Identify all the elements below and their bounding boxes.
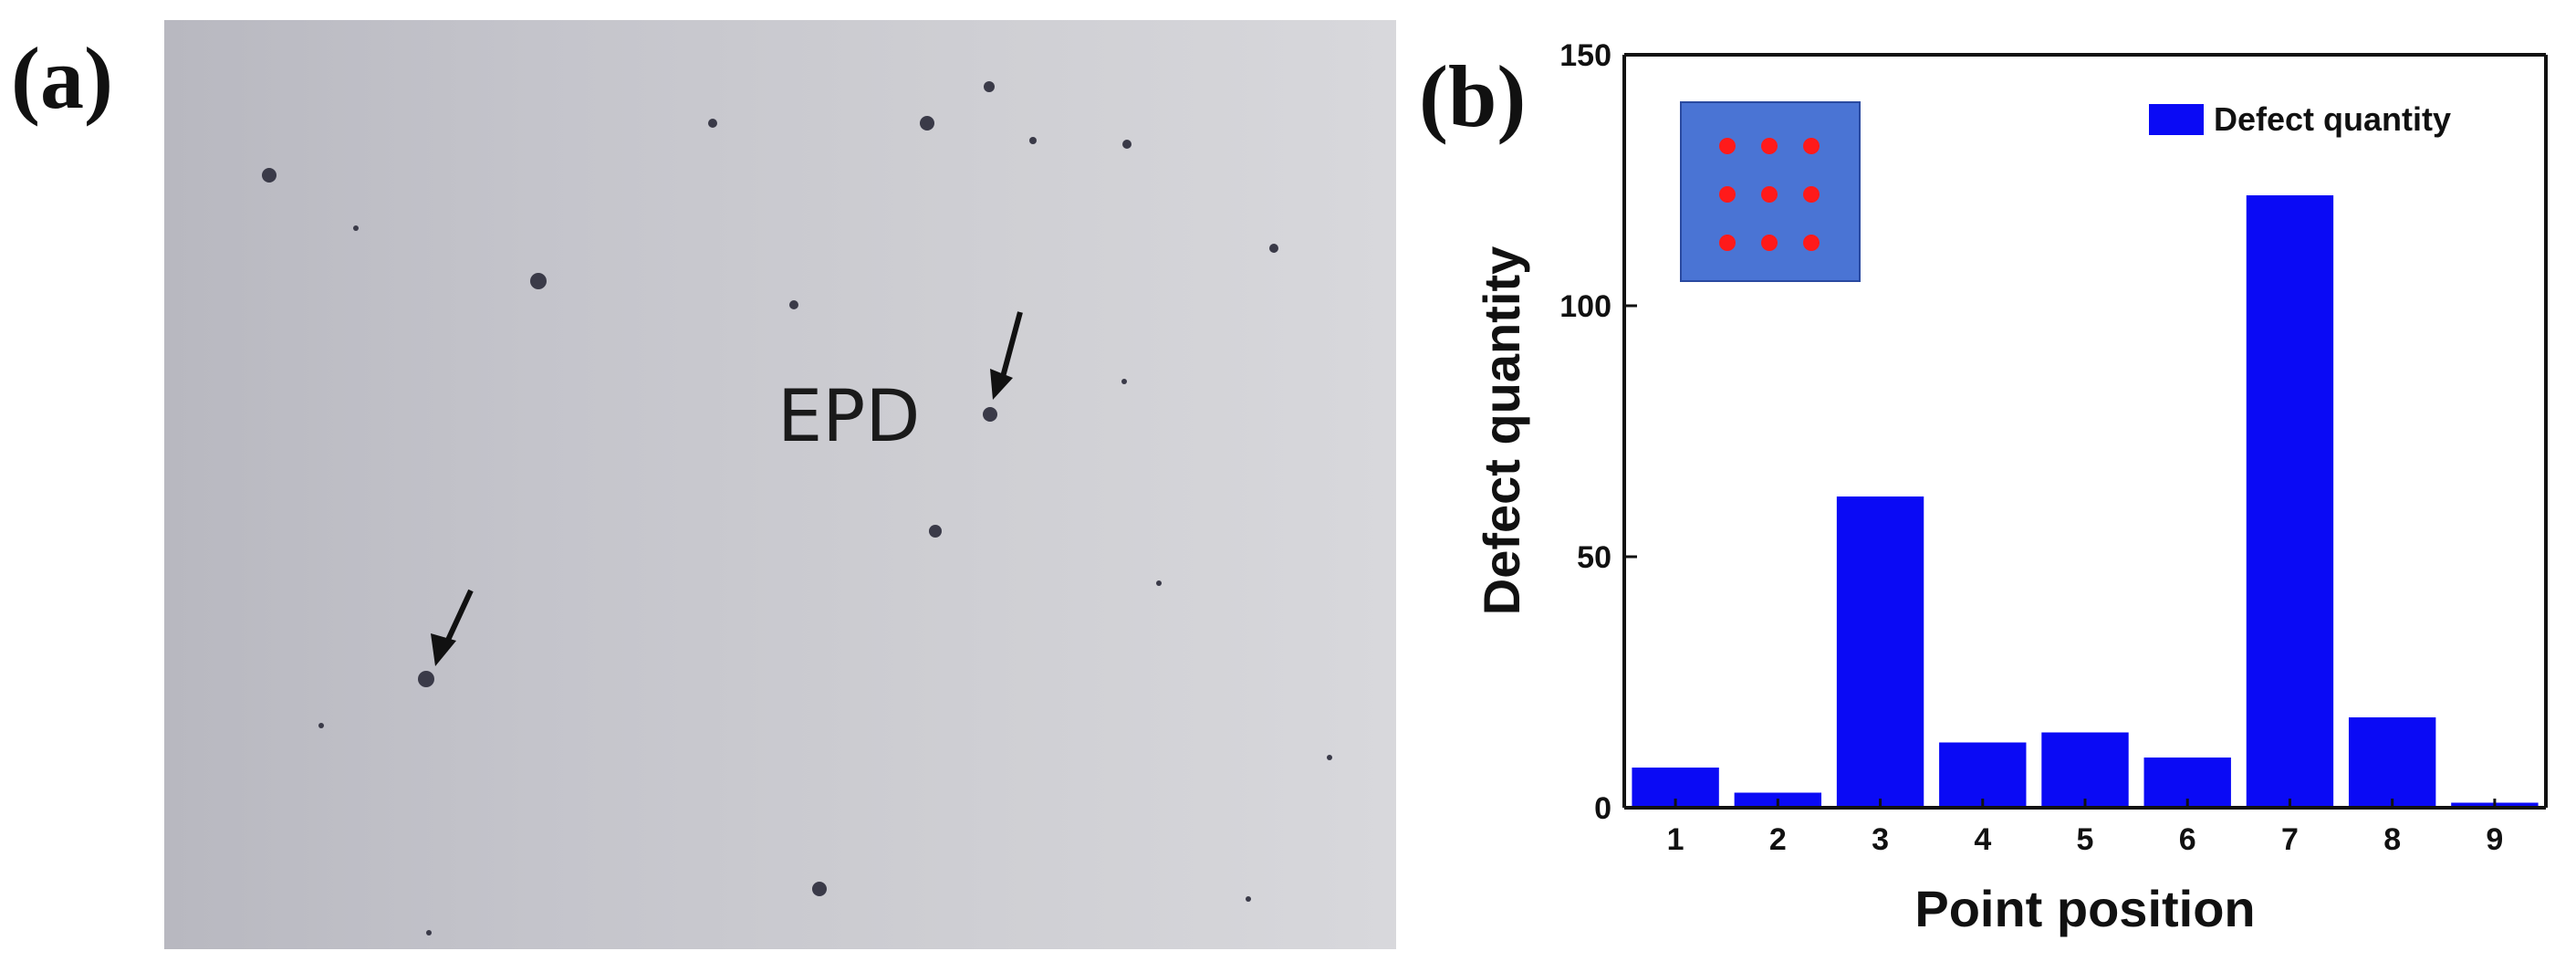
etch-pit-dots [262, 81, 1332, 935]
bar-5 [2041, 732, 2129, 808]
x-tick-label: 7 [2281, 822, 2299, 857]
bar-7 [2246, 195, 2334, 808]
bars [1632, 195, 2539, 808]
y-tick-label: 50 [1577, 540, 1611, 575]
y-axis-title: Defect quantity [1473, 246, 1530, 616]
inset-point [1761, 186, 1778, 203]
x-axis-title: Point position [1914, 880, 2255, 937]
y-ticks: 0 50 100 150 [1559, 38, 1637, 826]
inset-point [1803, 138, 1820, 154]
legend-swatch [2149, 104, 2204, 135]
bar-4 [1939, 742, 2027, 808]
legend: Defect quantity [2149, 100, 2451, 138]
panel-b-label: (b) [1419, 47, 1527, 145]
inset-point [1761, 235, 1778, 251]
measurement-grid-inset [1680, 101, 1861, 282]
x-tick-label: 1 [1667, 822, 1684, 857]
y-tick-label: 0 [1594, 791, 1611, 826]
epd-micrograph [164, 20, 1396, 949]
epd-annotation: EPD [777, 376, 921, 458]
inset-point [1719, 138, 1736, 154]
x-tick-label: 4 [1974, 822, 1991, 857]
bar-8 [2348, 717, 2436, 808]
inset-point [1761, 138, 1778, 154]
x-tick-label: 6 [2179, 822, 2196, 857]
y-tick-label: 150 [1559, 38, 1611, 73]
inset-point [1719, 235, 1736, 251]
defect-bar-chart: 0 50 100 150 1 2 3 4 5 6 7 8 9 Point position Defec… [1473, 38, 2548, 937]
x-tick-label: 3 [1872, 822, 1889, 857]
x-tick-label: 5 [2077, 822, 2094, 857]
inset-point [1719, 186, 1736, 203]
x-ticks: 1 2 3 4 5 6 7 8 9 [1667, 799, 2503, 857]
bar-3 [1836, 496, 1924, 808]
legend-label: Defect quantity [2214, 100, 2451, 138]
x-tick-label: 9 [2486, 822, 2503, 857]
inset-point [1803, 186, 1820, 203]
x-tick-label: 2 [1769, 822, 1787, 857]
inset-point [1803, 235, 1820, 251]
x-tick-label: 8 [2383, 822, 2401, 857]
y-tick-label: 100 [1559, 289, 1611, 324]
panel-a-label: (a) [11, 29, 113, 127]
